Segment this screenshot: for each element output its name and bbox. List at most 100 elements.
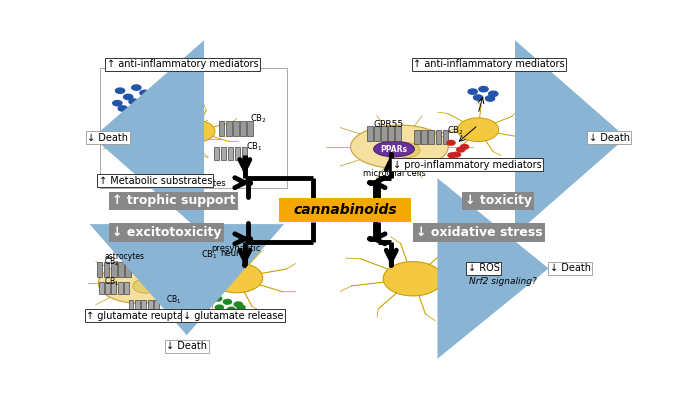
Bar bbox=[219, 121, 225, 136]
Text: PPARs: PPARs bbox=[381, 145, 407, 153]
Text: presynaptic: presynaptic bbox=[211, 244, 260, 253]
Circle shape bbox=[177, 120, 215, 142]
Text: ↑ anti-inflammatory mediators: ↑ anti-inflammatory mediators bbox=[413, 59, 565, 69]
Bar bbox=[435, 130, 441, 145]
Bar bbox=[118, 262, 124, 277]
Text: microglial cells: microglial cells bbox=[363, 169, 426, 178]
Circle shape bbox=[479, 87, 488, 92]
Bar bbox=[198, 262, 203, 275]
Bar bbox=[247, 121, 253, 136]
Bar bbox=[421, 130, 427, 145]
Bar bbox=[233, 121, 239, 136]
Circle shape bbox=[452, 152, 461, 157]
Text: neuron: neuron bbox=[220, 249, 251, 258]
Bar bbox=[226, 121, 232, 136]
Bar bbox=[428, 130, 434, 145]
Text: ↑ glutamate reuptake: ↑ glutamate reuptake bbox=[86, 311, 194, 321]
Text: CB$_2$: CB$_2$ bbox=[447, 124, 463, 136]
Bar bbox=[124, 282, 129, 294]
FancyBboxPatch shape bbox=[100, 68, 286, 188]
Bar bbox=[240, 121, 246, 136]
Text: ↓ Death: ↓ Death bbox=[167, 341, 207, 352]
Bar bbox=[97, 262, 102, 277]
Bar bbox=[389, 126, 393, 141]
Circle shape bbox=[223, 299, 232, 304]
Text: ↓ pro-inflammatory mediators: ↓ pro-inflammatory mediators bbox=[393, 160, 542, 170]
Circle shape bbox=[234, 302, 242, 307]
Text: CB$_2$: CB$_2$ bbox=[104, 256, 119, 269]
Text: ↑ Metabolic substrates: ↑ Metabolic substrates bbox=[99, 176, 212, 186]
Bar bbox=[99, 282, 104, 294]
Circle shape bbox=[468, 89, 477, 94]
Bar bbox=[154, 300, 159, 312]
Circle shape bbox=[473, 95, 483, 100]
Bar bbox=[135, 300, 140, 312]
Bar bbox=[148, 300, 153, 312]
Circle shape bbox=[118, 106, 127, 111]
Bar bbox=[395, 126, 401, 141]
Bar bbox=[191, 262, 196, 275]
Text: astrocytes: astrocytes bbox=[182, 179, 226, 188]
Bar bbox=[368, 126, 372, 141]
Circle shape bbox=[458, 118, 498, 141]
Bar bbox=[105, 282, 110, 294]
Text: ↓ Death: ↓ Death bbox=[589, 132, 630, 143]
Bar bbox=[141, 300, 146, 312]
Circle shape bbox=[132, 85, 141, 90]
Circle shape bbox=[211, 263, 262, 293]
Text: CB$_1$: CB$_1$ bbox=[166, 294, 182, 306]
Bar bbox=[442, 130, 448, 145]
Bar bbox=[111, 282, 116, 294]
Text: ↓ toxicity: ↓ toxicity bbox=[465, 194, 531, 207]
Bar bbox=[118, 282, 122, 294]
Text: CB$_1$: CB$_1$ bbox=[246, 141, 263, 153]
Circle shape bbox=[133, 279, 158, 293]
Circle shape bbox=[216, 305, 223, 310]
Circle shape bbox=[113, 100, 122, 106]
Circle shape bbox=[489, 91, 498, 96]
Ellipse shape bbox=[98, 263, 180, 303]
Circle shape bbox=[228, 307, 235, 312]
Bar bbox=[382, 126, 386, 141]
Text: cannabinoids: cannabinoids bbox=[293, 203, 397, 217]
Text: ↓ glutamate release: ↓ glutamate release bbox=[183, 311, 283, 321]
Text: astrocytes: astrocytes bbox=[105, 252, 145, 261]
Text: ↓ Death: ↓ Death bbox=[550, 264, 591, 273]
Bar bbox=[228, 147, 233, 160]
Circle shape bbox=[485, 96, 495, 101]
Bar bbox=[241, 147, 247, 160]
Text: ↓ Death: ↓ Death bbox=[87, 132, 128, 143]
Bar bbox=[234, 147, 240, 160]
Circle shape bbox=[448, 153, 456, 158]
Bar bbox=[111, 262, 116, 277]
Circle shape bbox=[237, 305, 245, 310]
Circle shape bbox=[140, 90, 149, 96]
Bar bbox=[129, 300, 134, 312]
Text: CB$_1$: CB$_1$ bbox=[202, 248, 218, 261]
Text: ↑ trophic support: ↑ trophic support bbox=[112, 194, 235, 207]
Bar bbox=[414, 130, 420, 145]
Text: ↑ anti-inflammatory mediators: ↑ anti-inflammatory mediators bbox=[106, 59, 258, 69]
Circle shape bbox=[393, 143, 420, 158]
Circle shape bbox=[461, 145, 468, 149]
FancyBboxPatch shape bbox=[279, 198, 412, 222]
Text: Nrf2 signaling?: Nrf2 signaling? bbox=[469, 277, 537, 286]
Bar bbox=[104, 262, 109, 277]
Circle shape bbox=[447, 141, 455, 145]
Text: ↓ ROS: ↓ ROS bbox=[468, 264, 500, 273]
Bar bbox=[374, 126, 379, 141]
Ellipse shape bbox=[374, 141, 414, 157]
Circle shape bbox=[129, 99, 138, 104]
Circle shape bbox=[124, 94, 133, 100]
Text: CB$_1$: CB$_1$ bbox=[104, 275, 119, 288]
Text: ↓ oxidative stress: ↓ oxidative stress bbox=[416, 226, 542, 239]
Ellipse shape bbox=[351, 125, 448, 168]
Circle shape bbox=[214, 296, 222, 301]
Text: GPR55: GPR55 bbox=[374, 120, 404, 129]
Circle shape bbox=[116, 88, 125, 93]
Circle shape bbox=[456, 147, 465, 152]
Bar bbox=[204, 262, 209, 275]
Circle shape bbox=[383, 262, 443, 296]
Bar bbox=[214, 147, 219, 160]
Circle shape bbox=[137, 102, 146, 107]
